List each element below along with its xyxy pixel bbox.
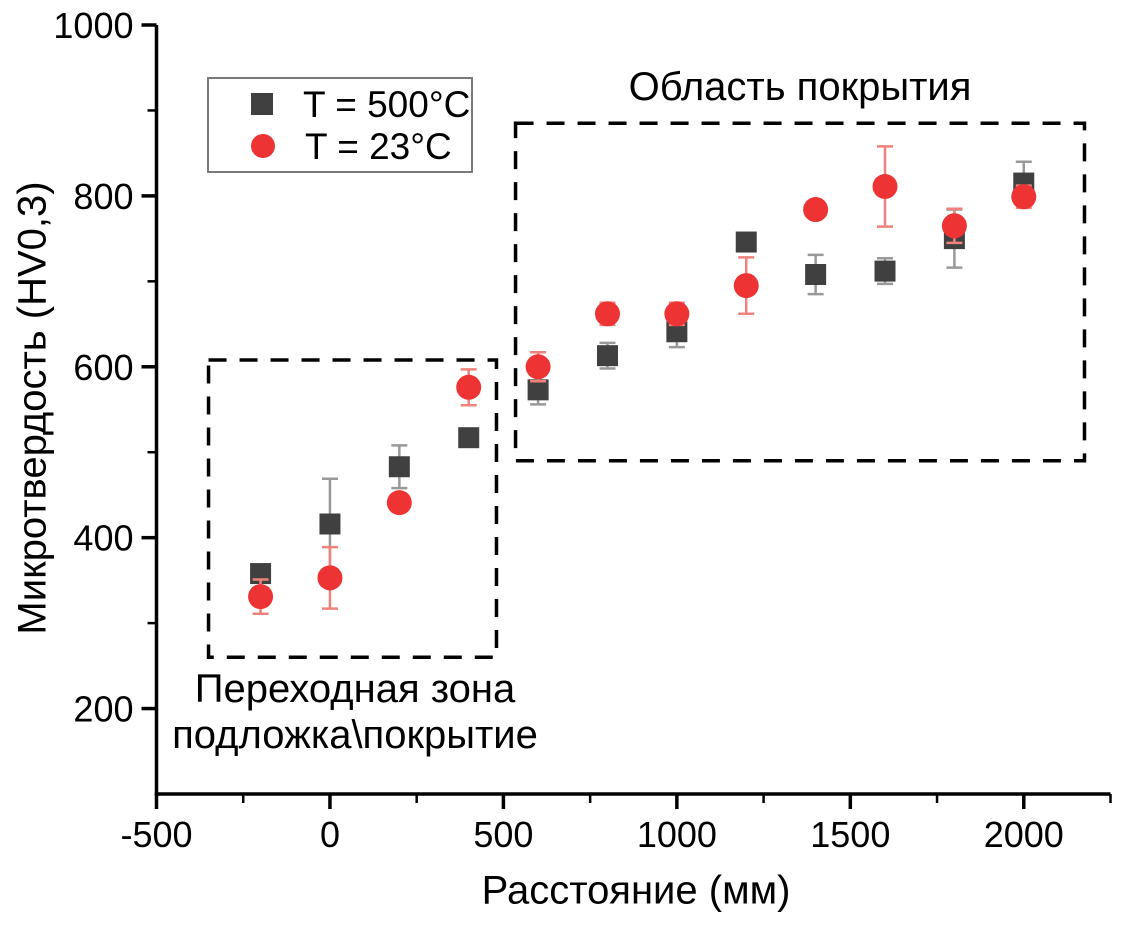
legend-label-500c: T = 500°C (303, 83, 471, 125)
y-tick-label: 600 (73, 347, 133, 388)
data-point-square (735, 231, 757, 253)
annotation-transition-zone: Переходная зона подложка\покрытие (153, 666, 557, 758)
legend: T = 500°C T = 23°C (207, 77, 473, 173)
y-axis-label: Микротвердость (HV0,3) (10, 181, 55, 635)
legend-label-23c: T = 23°C (305, 125, 452, 167)
y-tick-label: 400 (73, 518, 133, 559)
x-axis-label: Расстояние (мм) (481, 868, 791, 913)
data-point-circle (248, 584, 274, 610)
y-tick-label: 200 (73, 689, 133, 730)
data-point-square (805, 263, 827, 285)
annotation-transition-line2: подложка\покрытие (172, 713, 538, 757)
data-point-circle (317, 565, 343, 591)
data-point-square (596, 345, 618, 367)
data-point-square (319, 513, 341, 535)
x-tick-label: 1500 (810, 814, 890, 855)
x-tick-label: 2000 (984, 814, 1064, 855)
x-tick-label: 500 (473, 814, 533, 855)
circle-marker-icon (251, 134, 275, 158)
data-point-circle (941, 213, 967, 239)
data-point-square (874, 260, 896, 282)
data-point-square (458, 427, 480, 449)
annotation-coating-region: Область покрытия (628, 65, 972, 109)
x-tick-label: -500 (120, 814, 192, 855)
transition-zone-box (206, 358, 499, 660)
annotation-transition-line1: Переходная зона (194, 667, 516, 711)
data-point-circle (594, 301, 620, 327)
data-point-circle (733, 273, 759, 299)
data-point-circle (803, 197, 829, 223)
y-tick-label: 1000 (53, 5, 133, 46)
data-point-square (388, 456, 410, 478)
legend-entry-500c: T = 500°C (209, 86, 471, 123)
data-point-circle (664, 301, 690, 327)
data-point-circle (525, 354, 551, 380)
x-tick-label: 0 (320, 814, 340, 855)
square-marker-icon (251, 93, 273, 115)
y-tick-label: 800 (73, 176, 133, 217)
x-tick-label: 1000 (637, 814, 717, 855)
data-point-square (666, 321, 688, 343)
data-point-circle (456, 374, 482, 400)
data-point-circle (386, 490, 412, 516)
legend-entry-23c: T = 23°C (209, 128, 471, 165)
coating-region-box (513, 121, 1087, 463)
data-point-circle (872, 173, 898, 199)
data-point-square (527, 379, 549, 401)
data-point-circle (1011, 184, 1037, 210)
